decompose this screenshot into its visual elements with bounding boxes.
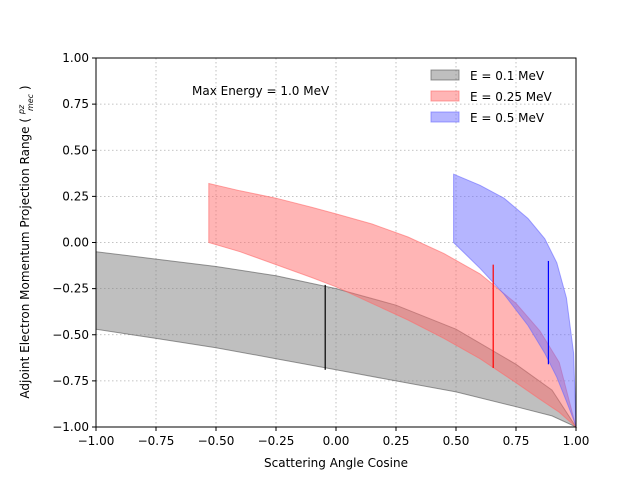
x-tick-label: −0.50 xyxy=(198,434,235,448)
y-axis-label-main: Adjoint Electron Momentum Projection Ran… xyxy=(18,118,32,399)
y-axis-ticks: −1.00 −0.75 −0.50 −0.25 0.00 0.25 0.50 0.75 1.00 xyxy=(52,51,96,434)
x-tick-label: −0.25 xyxy=(258,434,295,448)
legend-label-3: E = 0.5 MeV xyxy=(470,111,545,125)
annotation-max-energy: Max Energy = 1.0 MeV xyxy=(192,84,330,98)
x-tick-label: −1.00 xyxy=(78,434,115,448)
svg-text:Adjoint Electron Momentum Proj: Adjoint Electron Momentum Projection Ran… xyxy=(13,85,36,398)
y-tick-label: 0.75 xyxy=(62,97,89,111)
data-areas xyxy=(95,173,578,429)
x-tick-label: 1.00 xyxy=(563,434,590,448)
x-tick-label: 0.50 xyxy=(443,434,470,448)
y-tick-label: −0.50 xyxy=(52,328,89,342)
y-tick-label: 0.50 xyxy=(62,143,89,157)
y-tick-label: 1.00 xyxy=(62,51,89,65)
y-axis-label-close: ) xyxy=(18,85,32,90)
x-axis-label: Scattering Angle Cosine xyxy=(264,456,408,470)
x-tick-label: 0.25 xyxy=(383,434,410,448)
x-tick-label: −0.75 xyxy=(138,434,175,448)
y-tick-label: −1.00 xyxy=(52,420,89,434)
y-tick-label: 0.25 xyxy=(62,189,89,203)
x-axis-ticks: −1.00 −0.75 −0.50 −0.25 0.00 0.25 0.50 0.75 1.00 xyxy=(78,427,590,448)
y-tick-label: −0.25 xyxy=(52,282,89,296)
legend-swatch-1 xyxy=(430,69,460,81)
series-area-1 xyxy=(95,251,578,429)
legend: E = 0.1 MeV E = 0.25 MeV E = 0.5 MeV xyxy=(430,69,553,125)
x-tick-label: 0.75 xyxy=(503,434,530,448)
legend-swatch-3 xyxy=(430,111,460,123)
x-tick-label: 0.00 xyxy=(323,434,350,448)
series-area-2 xyxy=(208,182,577,429)
legend-label-1: E = 0.1 MeV xyxy=(470,69,545,83)
legend-swatch-2 xyxy=(430,90,460,102)
y-tick-label: −0.75 xyxy=(52,374,89,388)
y-axis-label-numerator: pz xyxy=(17,104,26,115)
y-axis-label-denominator: mec xyxy=(26,93,35,111)
y-tick-label: 0.00 xyxy=(62,236,89,250)
y-axis-label: Adjoint Electron Momentum Projection Ran… xyxy=(13,85,36,398)
series-area-3 xyxy=(453,173,577,428)
legend-label-2: E = 0.25 MeV xyxy=(470,90,553,104)
marker-lines xyxy=(324,260,550,370)
